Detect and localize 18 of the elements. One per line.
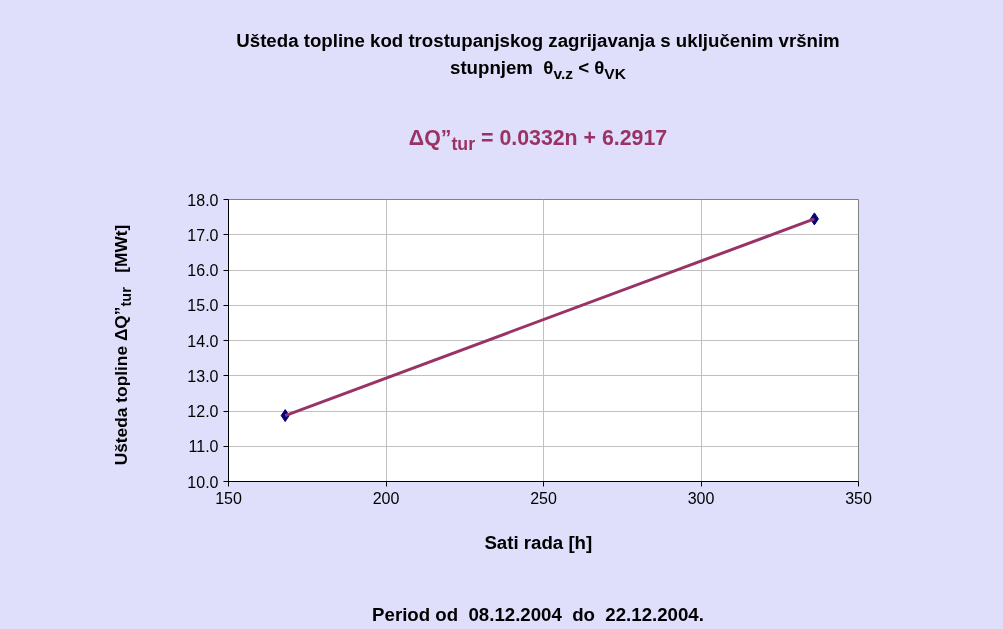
y-tick-label: 14.0 bbox=[187, 332, 219, 350]
x-tick-label: 200 bbox=[372, 489, 400, 507]
y-tick-label: 17.0 bbox=[187, 226, 219, 244]
chart-title: Ušteda topline kod trostupanjskog zagrijavanja s uključenim vršnim stupnjem θ$_{v.z}$ < θ$_{VK}$ bbox=[235, 29, 841, 84]
y-tick-label: 13.0 bbox=[187, 367, 219, 385]
y-tick-label: 10.0 bbox=[187, 473, 219, 491]
y-tick-label: 18.0 bbox=[187, 191, 219, 209]
x-tick-label: 250 bbox=[530, 489, 557, 507]
y-tick-label: 16.0 bbox=[187, 262, 219, 279]
y-tick-label: 15.0 bbox=[187, 297, 219, 315]
x-tick-label: 300 bbox=[687, 489, 715, 507]
x-tick-label: 150 bbox=[215, 489, 242, 507]
y-tick-label: 11.0 bbox=[188, 438, 219, 456]
y-tick-label: 12.0 bbox=[187, 403, 219, 420]
x-tick-label: 350 bbox=[845, 489, 872, 507]
x-axis-title: Sati rada [h] bbox=[484, 531, 593, 553]
text: Period od 08.12.2004 do 22.12.2004. bbox=[371, 603, 705, 627]
text: ΔQ”$_{tur}$ = 0.0332n + 6.2917 bbox=[407, 125, 669, 157]
